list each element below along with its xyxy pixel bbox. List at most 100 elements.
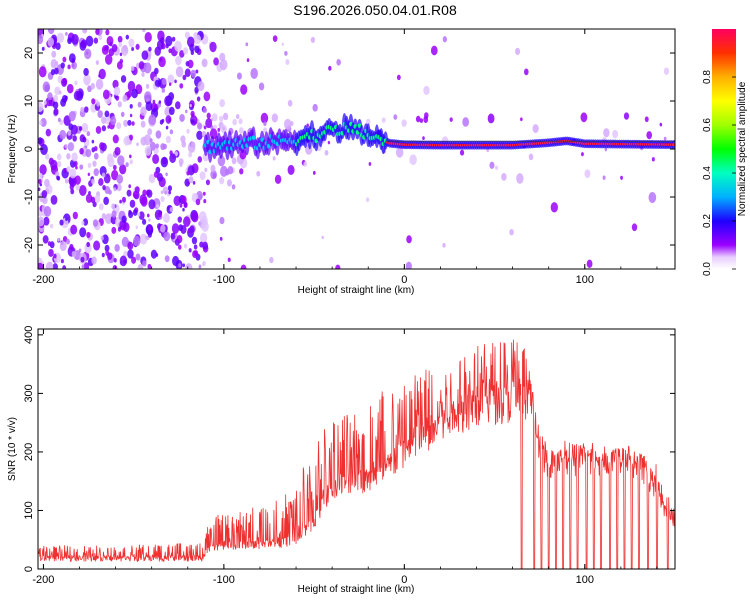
spectrogram-blob bbox=[78, 248, 82, 253]
spectrogram-blob bbox=[235, 113, 240, 120]
spectrogram-blob bbox=[178, 263, 182, 268]
spectrogram-blob bbox=[284, 50, 288, 56]
spectrogram-blob bbox=[50, 223, 54, 229]
spectrogram-blob bbox=[154, 67, 159, 75]
spectrogram-ridge-core bbox=[266, 143, 271, 149]
spectrogram-blob bbox=[111, 210, 117, 218]
spectrogram-blob bbox=[94, 194, 101, 203]
spectrogram-blob bbox=[219, 216, 225, 225]
spectrogram-blob bbox=[155, 130, 162, 139]
spectrogram-blob bbox=[81, 220, 85, 226]
spectrogram-blob bbox=[183, 216, 191, 227]
spectrogram-blob bbox=[188, 151, 193, 158]
spectrogram-blob bbox=[53, 108, 59, 116]
spectrogram-blob bbox=[245, 42, 249, 47]
spectrogram-blob bbox=[119, 199, 122, 204]
spectrogram-blob bbox=[194, 86, 199, 94]
spectrogram-blob bbox=[143, 91, 152, 103]
spectrogram-blob bbox=[69, 168, 77, 179]
spectrogram-blob bbox=[73, 160, 78, 167]
spectrogram-blob bbox=[162, 157, 168, 165]
spectrogram-blob bbox=[141, 218, 147, 225]
spectrogram-blob bbox=[106, 153, 114, 163]
spectrogram-blob bbox=[113, 164, 117, 171]
spectrogram-blob bbox=[83, 262, 90, 269]
spectrogram-blob bbox=[86, 231, 91, 239]
spectrogram-blob bbox=[219, 59, 228, 71]
spectrogram-x-tick-label: -200 bbox=[32, 274, 54, 286]
spectrogram-blob bbox=[138, 211, 145, 220]
spectrogram-blob bbox=[217, 155, 226, 167]
spectrogram-blob bbox=[67, 130, 72, 136]
spectrogram-blob bbox=[68, 53, 76, 63]
spectrogram-blob bbox=[56, 153, 62, 161]
spectrogram-blob bbox=[183, 47, 189, 55]
spectrogram-blob bbox=[91, 178, 95, 185]
spectrogram-blob bbox=[129, 159, 133, 165]
spectrogram-blob bbox=[196, 96, 201, 102]
spectrogram-blob bbox=[133, 235, 141, 247]
spectrogram-blob bbox=[165, 125, 169, 130]
spectrogram-blob bbox=[239, 127, 244, 134]
spectrogram-blob bbox=[210, 164, 216, 173]
spectrogram-blob bbox=[101, 213, 107, 220]
spectrogram-blob bbox=[158, 100, 162, 104]
spectrogram-blob bbox=[168, 82, 172, 87]
spectrogram-blob bbox=[168, 117, 171, 122]
spectrogram-blob bbox=[217, 127, 221, 132]
spectrogram-blob bbox=[182, 263, 186, 268]
spectrogram-blob bbox=[197, 122, 203, 130]
spectrogram-blob bbox=[210, 169, 217, 180]
spectrogram-blob bbox=[114, 244, 120, 252]
spectrogram-blob bbox=[162, 186, 169, 195]
spectrogram-blob bbox=[61, 95, 68, 103]
spectrogram-blob bbox=[321, 235, 324, 240]
spectrogram-blob bbox=[173, 195, 181, 207]
spectrogram-plot-area bbox=[38, 29, 675, 269]
spectrogram-blob bbox=[520, 117, 523, 122]
spectrogram-blob bbox=[66, 153, 71, 160]
spectrogram-blob bbox=[205, 118, 213, 129]
spectrogram-blob bbox=[231, 184, 236, 190]
spectrogram-blob bbox=[70, 188, 75, 195]
spectrogram-blob bbox=[149, 138, 153, 143]
spectrogram-blob bbox=[219, 236, 223, 241]
spectrogram-blob bbox=[203, 91, 211, 102]
spectrogram-blob bbox=[219, 177, 225, 185]
spectrogram-blob bbox=[123, 136, 130, 146]
spectrogram-blob bbox=[226, 179, 232, 187]
spectrogram-blob bbox=[138, 61, 145, 70]
spectrogram-blob bbox=[312, 103, 318, 112]
spectrogram-blob bbox=[39, 164, 47, 176]
colorbar-tick-label: 0.8 bbox=[702, 70, 713, 84]
spectrogram-blob bbox=[137, 263, 144, 269]
spectrogram-blob bbox=[165, 35, 173, 47]
spectrogram-blob bbox=[57, 238, 60, 242]
spectrogram-blob bbox=[631, 223, 638, 232]
spectrogram-blob bbox=[68, 110, 76, 122]
spectrogram-blob bbox=[66, 83, 74, 94]
spectrogram-blob bbox=[45, 261, 54, 269]
spectrogram-blob bbox=[44, 104, 48, 108]
spectrogram-blob bbox=[128, 184, 132, 189]
spectrogram-blob bbox=[442, 242, 446, 248]
spectrogram-blob bbox=[287, 99, 293, 107]
spectrogram-blob bbox=[38, 187, 41, 192]
spectrogram-blob bbox=[135, 253, 141, 261]
spectrogram-blob bbox=[110, 116, 117, 126]
spectrogram-blob bbox=[65, 238, 70, 245]
spectrogram-blob bbox=[132, 190, 138, 199]
spectrogram-blob bbox=[177, 244, 182, 250]
spectrogram-y-tick-label: 10 bbox=[23, 95, 35, 107]
spectrogram-blob bbox=[84, 106, 89, 113]
spectrogram-blob bbox=[93, 145, 98, 152]
spectrogram-blob bbox=[40, 117, 47, 127]
spectrogram-blob bbox=[54, 61, 59, 66]
spectrogram-blob bbox=[287, 164, 295, 175]
spectrogram-blob bbox=[64, 143, 68, 149]
spectrogram-blob bbox=[80, 39, 88, 49]
spectrogram-blob bbox=[148, 173, 156, 184]
spectrogram-blob bbox=[274, 174, 282, 184]
spectrogram-blob bbox=[225, 168, 230, 176]
spectrogram-blob bbox=[137, 101, 142, 108]
